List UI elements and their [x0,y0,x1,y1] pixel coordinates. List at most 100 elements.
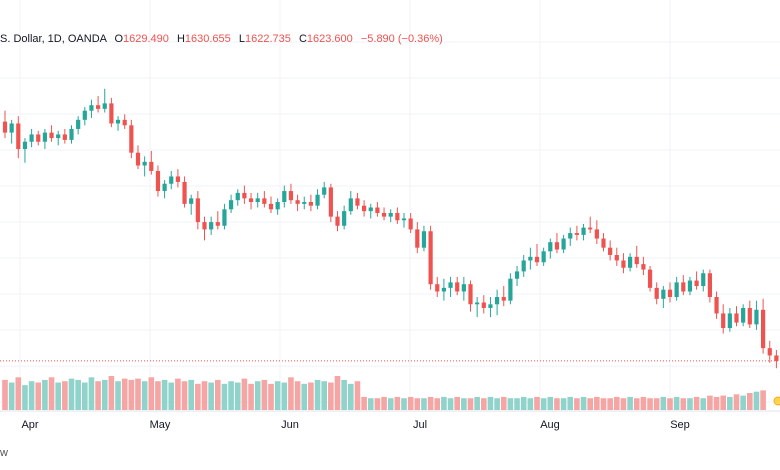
candle-body [89,105,94,111]
candle-body [754,309,759,325]
x-tick-label: May [150,419,171,431]
candle-body [342,211,347,226]
candle [554,233,560,254]
volume-bar [514,398,520,410]
candle-body [428,231,433,285]
candle [242,185,247,204]
candle [475,296,480,318]
candle [348,191,353,215]
candle-body [461,284,466,292]
candle [701,269,706,292]
candle [401,212,407,228]
volume-bar [693,396,700,410]
volume-bar [554,398,560,410]
candle-body [495,296,500,305]
candle [322,181,327,199]
candle-body [262,198,267,204]
candle [481,295,486,314]
candle-body [694,280,699,287]
candle-body [42,132,47,142]
candle [255,192,260,208]
candle [56,130,61,146]
candle-body [554,242,560,250]
candle-body [2,121,8,133]
volume-bar [467,398,474,410]
candle-body [761,309,766,349]
volume-bar [733,394,740,410]
volume-bar [520,396,527,410]
volume-bar [348,383,354,410]
candle-body [488,304,493,308]
candle-body [388,212,393,217]
grid-lines [0,0,780,411]
candle [641,256,646,276]
candle-body [149,161,154,171]
candle [667,282,673,303]
candle-body [242,192,247,199]
candle-body [395,212,400,221]
candle-body [102,103,107,109]
candle [521,254,526,277]
candle [508,273,513,305]
candle-body [548,242,553,252]
candle [355,192,360,210]
candle-body [568,233,573,239]
volume-bar [594,396,600,410]
candle-body [129,125,134,153]
volume-bar [281,382,288,410]
candle [415,222,420,254]
candle-body [209,222,214,230]
candle [288,183,294,204]
last-bar-marker [773,396,780,406]
candle [2,110,8,139]
candle [528,247,533,270]
candle [169,170,174,190]
candle-body [534,256,540,263]
candle [29,128,34,148]
volume-bar [55,382,61,410]
candle [707,269,712,303]
volume-bar [600,398,607,410]
candle [235,189,240,206]
candle-body [634,256,639,265]
volume-bar [62,381,68,410]
volume-bar [35,382,42,410]
volume-bar [720,395,726,410]
candle [115,116,121,131]
candle-body [475,302,480,305]
candle [514,265,520,287]
volume-bar [494,398,500,410]
candle [734,306,739,327]
volume-bar [461,398,467,410]
candle [62,128,67,144]
candle-body [155,170,161,192]
volume-bar [447,398,454,410]
candle [149,150,154,175]
candle [687,276,693,296]
candle [674,276,679,301]
open-label: O [114,33,123,45]
candle [455,276,460,296]
candle-body [96,105,101,109]
candle-body [348,198,353,212]
candle-body [275,202,280,210]
candle [767,340,772,363]
candle-body [441,287,446,292]
volume-bar [168,382,175,410]
candle-body [674,282,679,297]
price-candles [2,88,779,369]
close-label: C [298,33,307,45]
candle-body [455,282,460,292]
candle [76,116,81,135]
candle [541,247,546,266]
volume-bar [115,381,121,410]
volume-bar [234,382,241,410]
candle [22,138,28,163]
candle-body [315,194,320,206]
volume-bar [633,398,640,410]
volume-bar [567,396,574,410]
candle [135,145,141,170]
volume-bar [2,379,8,410]
candle-body [335,216,340,226]
candle [601,233,606,252]
